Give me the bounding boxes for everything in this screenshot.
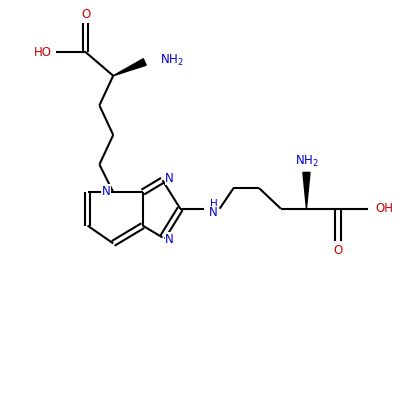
- Text: OH: OH: [376, 202, 394, 215]
- Text: N: N: [165, 172, 174, 185]
- Text: N: N: [102, 185, 110, 198]
- Text: NH$_2$: NH$_2$: [160, 52, 184, 68]
- Polygon shape: [303, 172, 310, 209]
- Text: N: N: [165, 233, 174, 246]
- Text: HO: HO: [34, 46, 52, 59]
- Text: O: O: [333, 244, 343, 256]
- Polygon shape: [113, 59, 146, 76]
- Text: N: N: [209, 206, 217, 219]
- Text: NH$_2$: NH$_2$: [295, 154, 319, 169]
- Text: O: O: [81, 8, 90, 21]
- Text: H: H: [210, 199, 218, 209]
